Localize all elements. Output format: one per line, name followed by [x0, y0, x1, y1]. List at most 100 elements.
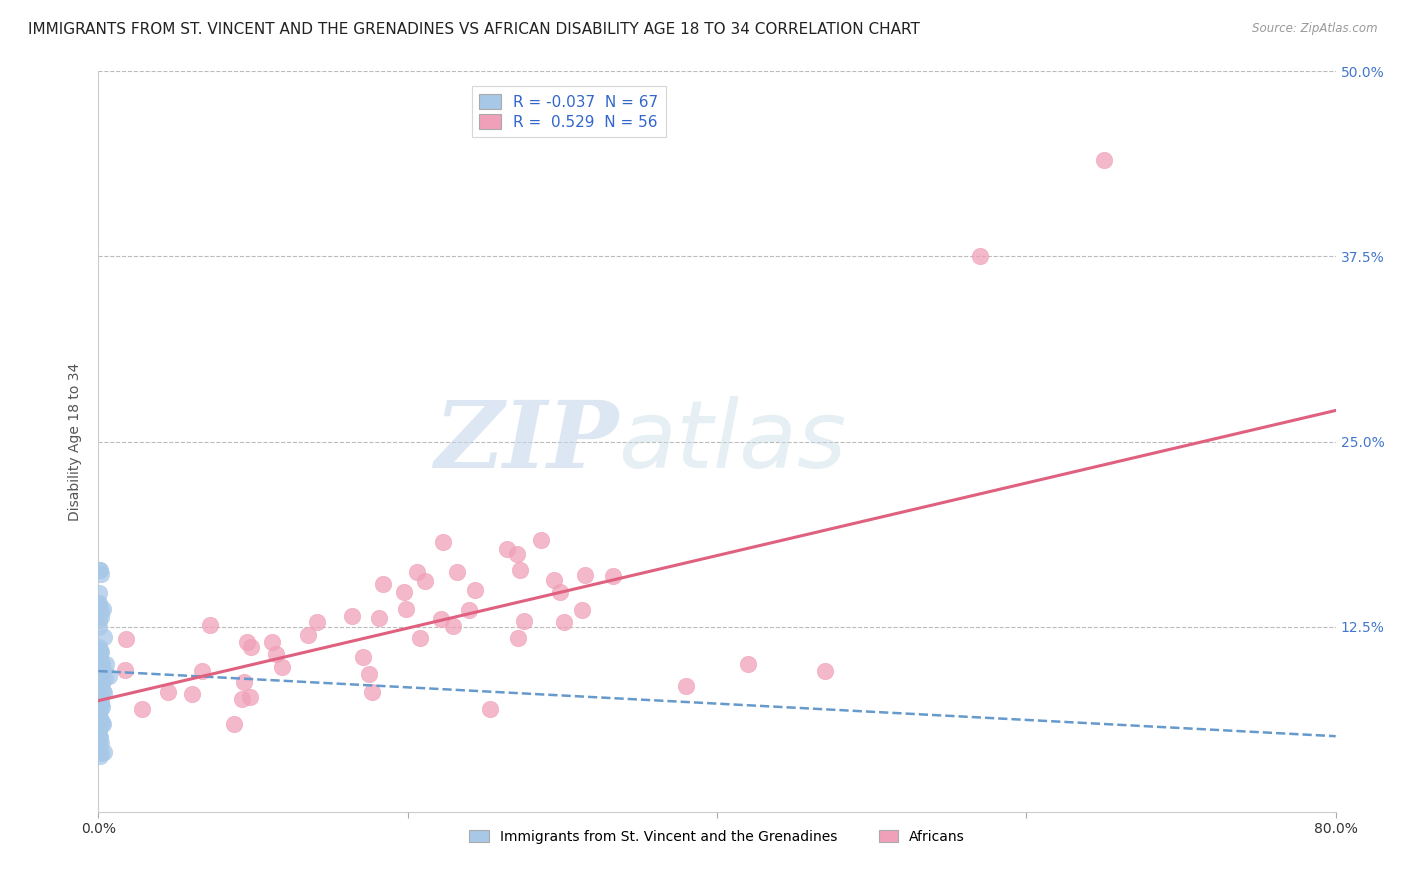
Point	[89, 730, 111, 744]
Point	[89, 716, 111, 731]
Point	[157, 685, 180, 699]
Point	[395, 602, 418, 616]
Point	[87, 652, 110, 666]
Point	[814, 664, 837, 678]
Point	[94, 657, 117, 671]
Point	[89, 685, 111, 699]
Point	[89, 657, 111, 671]
Point	[270, 659, 292, 673]
Point	[429, 612, 451, 626]
Point	[506, 547, 529, 561]
Point	[89, 644, 111, 658]
Text: Source: ZipAtlas.com: Source: ZipAtlas.com	[1253, 22, 1378, 36]
Point	[90, 699, 112, 714]
Point	[90, 609, 112, 624]
Point	[87, 619, 110, 633]
Point	[367, 611, 389, 625]
Point	[87, 723, 110, 737]
Point	[90, 657, 112, 672]
Point	[91, 659, 114, 673]
Point	[405, 566, 427, 580]
Point	[87, 599, 110, 613]
Point	[231, 691, 253, 706]
Point	[89, 563, 111, 577]
Point	[87, 597, 110, 611]
Point	[198, 617, 221, 632]
Point	[87, 677, 110, 691]
Point	[89, 679, 111, 693]
Point	[305, 615, 328, 629]
Point	[513, 615, 536, 629]
Point	[91, 660, 114, 674]
Point	[441, 619, 464, 633]
Point	[91, 666, 114, 681]
Point	[553, 615, 575, 630]
Point	[91, 675, 114, 690]
Point	[737, 657, 759, 671]
Point	[675, 679, 697, 693]
Point	[87, 708, 110, 723]
Point	[297, 628, 319, 642]
Point	[89, 684, 111, 698]
Point	[90, 713, 112, 727]
Point	[91, 657, 114, 671]
Point	[89, 642, 111, 657]
Point	[93, 717, 115, 731]
Point	[89, 652, 111, 666]
Point	[240, 640, 263, 654]
Point	[574, 567, 596, 582]
Point	[90, 715, 112, 730]
Point	[89, 703, 111, 717]
Point	[91, 684, 114, 698]
Point	[87, 730, 110, 744]
Point	[509, 563, 531, 577]
Point	[90, 696, 112, 710]
Point	[530, 533, 553, 547]
Point	[371, 576, 394, 591]
Point	[1092, 153, 1115, 168]
Point	[457, 603, 479, 617]
Point	[432, 535, 454, 549]
Point	[222, 716, 245, 731]
Point	[969, 250, 991, 264]
Point	[548, 585, 571, 599]
Point	[89, 748, 111, 763]
Point	[90, 566, 112, 581]
Point	[602, 568, 624, 582]
Point	[264, 647, 287, 661]
Point	[87, 672, 110, 686]
Point	[571, 602, 593, 616]
Point	[87, 613, 110, 627]
Point	[340, 608, 363, 623]
Point	[89, 665, 111, 680]
Point	[543, 574, 565, 588]
Point	[89, 650, 111, 665]
Point	[352, 649, 374, 664]
Point	[93, 745, 115, 759]
Point	[89, 698, 111, 713]
Text: ZIP: ZIP	[434, 397, 619, 486]
Point	[260, 635, 283, 649]
Point	[87, 723, 110, 737]
Point	[89, 715, 111, 730]
Point	[478, 702, 501, 716]
Point	[89, 653, 111, 667]
Point	[90, 659, 112, 673]
Point	[114, 632, 136, 647]
Point	[93, 685, 115, 699]
Point	[90, 736, 112, 750]
Point	[89, 648, 111, 663]
Text: IMMIGRANTS FROM ST. VINCENT AND THE GRENADINES VS AFRICAN DISABILITY AGE 18 TO 3: IMMIGRANTS FROM ST. VINCENT AND THE GREN…	[28, 22, 920, 37]
Point	[90, 645, 112, 659]
Point	[87, 702, 110, 716]
Point	[97, 669, 120, 683]
Point	[87, 662, 110, 676]
Point	[232, 674, 254, 689]
Point	[91, 602, 114, 616]
Point	[413, 574, 436, 589]
Point	[90, 746, 112, 760]
Text: atlas: atlas	[619, 396, 846, 487]
Point	[181, 687, 204, 701]
Point	[464, 583, 486, 598]
Point	[90, 604, 112, 618]
